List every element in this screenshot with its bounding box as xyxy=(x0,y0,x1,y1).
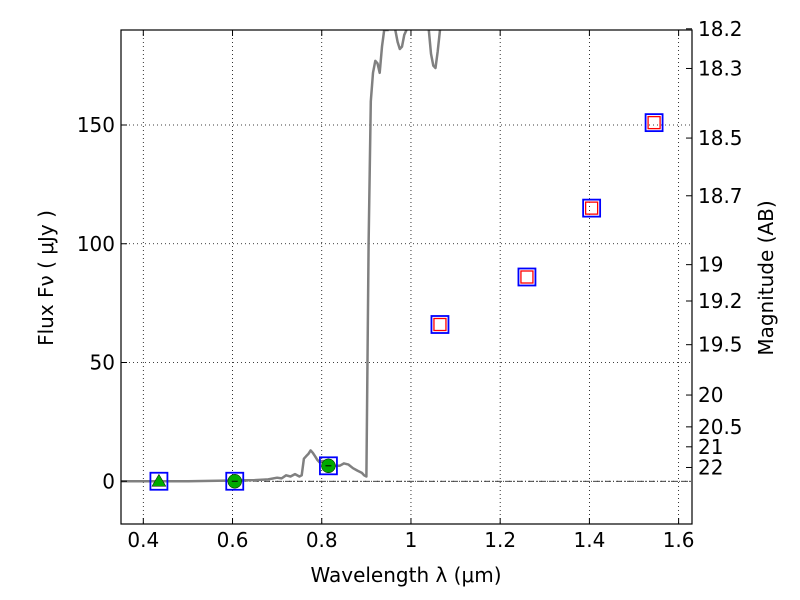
model-spectrum-tail-2 xyxy=(427,30,442,70)
plot-frame xyxy=(120,29,693,525)
magnitude-tick-label: 19.2 xyxy=(698,289,743,313)
model-flux-box xyxy=(149,471,169,491)
y-tick-label: 50 xyxy=(90,351,115,375)
model-flux-box xyxy=(582,198,602,218)
x-tick-label: 1.4 xyxy=(573,528,605,552)
magnitude-tick-label: 19.5 xyxy=(698,333,743,357)
model-spectrum-tail xyxy=(394,30,408,51)
model-flux-box xyxy=(517,267,537,287)
magnitude-axis-label: Magnitude (AB) xyxy=(754,200,778,355)
model-spectrum xyxy=(121,30,389,483)
limit-flux-box xyxy=(584,201,599,215)
magnitude-tick-label: 18.3 xyxy=(698,56,743,80)
model-flux-box xyxy=(225,471,245,491)
model-flux-box xyxy=(644,113,664,133)
y-axis-label: Flux Fν ( μJy ) xyxy=(34,210,58,346)
x-tick-label: 1.2 xyxy=(484,528,516,552)
y-axis-ticks: 0 50 100 150 xyxy=(77,113,127,493)
x-tick-label: 0.6 xyxy=(217,528,249,552)
x-axis-label: Wavelength λ (μm) xyxy=(310,563,501,587)
limit-flux-box xyxy=(520,270,534,284)
grid-lines xyxy=(121,30,692,524)
y-tick-label: 0 xyxy=(102,469,115,493)
x-tick-label: 0.8 xyxy=(306,528,338,552)
magnitude-tick-label: 20.5 xyxy=(698,415,743,439)
model-flux-box xyxy=(430,315,450,334)
magnitude-tick-label: 19 xyxy=(698,253,723,277)
marker-series xyxy=(149,113,664,491)
y-tick-label: 100 xyxy=(77,232,115,256)
magnitude-tick-label: 18.7 xyxy=(698,184,743,208)
spectrum-series xyxy=(121,30,442,483)
y-tick-label: 150 xyxy=(77,113,115,137)
model-flux-box xyxy=(319,456,338,476)
magnitude-tick-label: 18.2 xyxy=(698,17,743,41)
x-axis-ticks: 0.4 0.6 0.8 1 1.2 1.4 1.6 xyxy=(127,30,695,552)
magnitude-tick-label: 18.5 xyxy=(698,126,743,150)
limit-flux-box xyxy=(433,317,447,332)
x-tick-label: 1 xyxy=(405,528,418,552)
limit-flux-box xyxy=(647,115,661,130)
observed-flux-triangle xyxy=(151,473,167,487)
x-tick-label: 0.4 xyxy=(127,528,159,552)
x-tick-label: 1.6 xyxy=(663,528,695,552)
magnitude-tick-label: 20 xyxy=(698,383,723,407)
magnitude-tick-label: 22 xyxy=(698,455,723,479)
magnitude-tick-label: 21 xyxy=(698,435,723,459)
